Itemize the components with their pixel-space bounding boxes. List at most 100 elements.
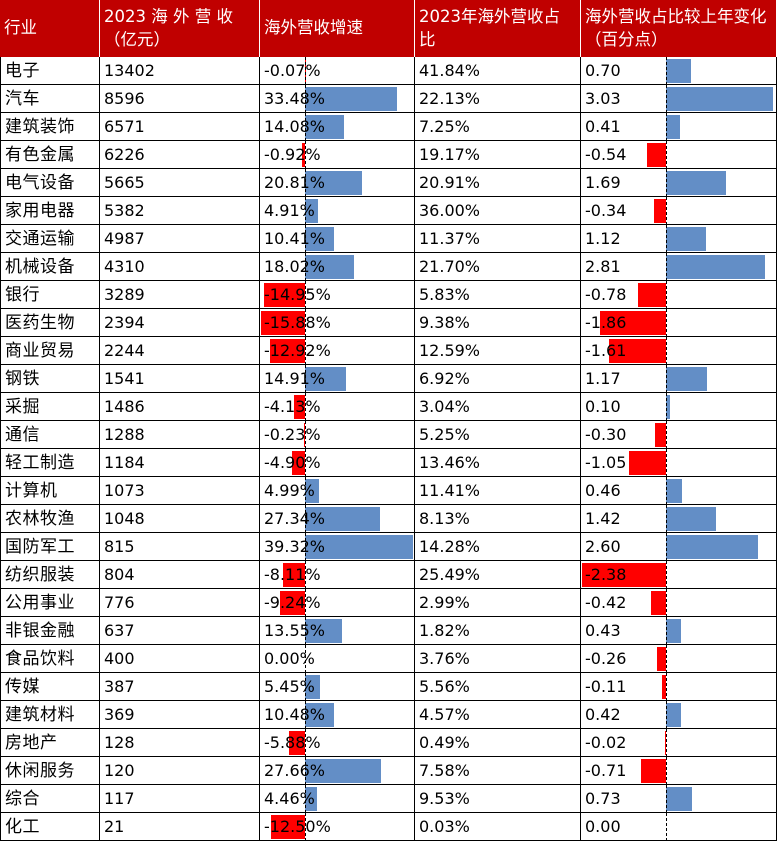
change-value: -0.78 — [585, 285, 627, 304]
industry-value: 休闲服务 — [5, 761, 75, 781]
growth-bar-axis — [305, 589, 306, 616]
industry-value: 传媒 — [5, 677, 40, 697]
change-value: 3.03 — [585, 89, 621, 108]
growth-value: -14.95% — [264, 285, 331, 304]
change-value: 0.43 — [585, 621, 621, 640]
share-cell: 25.49% — [415, 561, 581, 589]
industry-cell: 通信 — [0, 421, 100, 449]
growth-bar-axis — [305, 757, 306, 784]
growth-cell: 4.91% — [260, 197, 415, 225]
growth-value: 4.99% — [264, 481, 315, 500]
change-cell: -0.02 — [581, 729, 777, 757]
table-row: 休闲服务 120 27.66% 7.58% -0.71 — [0, 757, 777, 785]
growth-value: 13.55% — [264, 621, 326, 640]
growth-data-bar — [305, 703, 334, 727]
growth-cell: 33.48% — [260, 85, 415, 113]
revenue-value: 8596 — [104, 89, 145, 108]
industry-cell: 国防军工 — [0, 533, 100, 561]
growth-data-bar — [305, 171, 363, 195]
growth-cell: -5.88% — [260, 729, 415, 757]
growth-bar-axis — [305, 57, 306, 84]
change-cell: -0.78 — [581, 281, 777, 309]
share-value: 5.56% — [419, 677, 470, 696]
table-row: 食品饮料 400 0.00% 3.76% -0.26 — [0, 645, 777, 673]
revenue-value: 21 — [104, 817, 125, 836]
growth-value: -5.88% — [264, 733, 321, 752]
share-value: 13.46% — [419, 453, 481, 472]
share-cell: 12.59% — [415, 337, 581, 365]
growth-bar-axis — [305, 393, 306, 420]
share-cell: 13.46% — [415, 449, 581, 477]
table-row: 商业贸易 2244 -12.92% 12.59% -1.61 — [0, 337, 777, 365]
change-data-bar — [662, 675, 666, 699]
change-value: -0.54 — [585, 145, 627, 164]
growth-data-bar — [282, 563, 305, 587]
industry-cell: 食品饮料 — [0, 645, 100, 673]
industry-cell: 公用事业 — [0, 589, 100, 617]
table-row: 有色金属 6226 -0.92% 19.17% -0.54 — [0, 141, 777, 169]
growth-value: 20.81% — [264, 173, 326, 192]
change-data-bar — [665, 731, 666, 755]
share-cell: 1.82% — [415, 617, 581, 645]
change-cell: -1.05 — [581, 449, 777, 477]
industry-value: 银行 — [5, 285, 40, 305]
industry-cell: 商业贸易 — [0, 337, 100, 365]
change-cell: 0.00 — [581, 813, 777, 841]
growth-bar-axis — [305, 645, 306, 672]
revenue-value: 637 — [104, 621, 135, 640]
industry-value: 商业贸易 — [5, 341, 75, 361]
growth-bar-axis — [305, 673, 306, 700]
revenue-cell: 128 — [100, 729, 260, 757]
industry-value: 国防军工 — [5, 537, 75, 557]
industry-value: 轻工制造 — [5, 453, 75, 473]
share-cell: 14.28% — [415, 533, 581, 561]
share-value: 11.37% — [419, 229, 481, 248]
change-data-bar — [640, 759, 666, 783]
change-data-bar — [651, 591, 666, 615]
growth-cell: -14.95% — [260, 281, 415, 309]
industry-value: 钢铁 — [5, 369, 40, 389]
share-cell: 3.04% — [415, 393, 581, 421]
growth-bar-axis — [305, 253, 306, 280]
growth-value: -4.90% — [264, 453, 321, 472]
revenue-value: 5382 — [104, 201, 145, 220]
change-cell: -0.26 — [581, 645, 777, 673]
revenue-cell: 21 — [100, 813, 260, 841]
industry-value: 综合 — [5, 789, 40, 809]
industry-cell: 化工 — [0, 813, 100, 841]
change-cell: 0.10 — [581, 393, 777, 421]
growth-cell: -9.24% — [260, 589, 415, 617]
growth-bar-axis — [305, 85, 306, 112]
change-data-bar — [666, 619, 682, 643]
industry-cell: 医药生物 — [0, 309, 100, 337]
growth-value: 0.00% — [264, 649, 315, 668]
growth-cell: 27.34% — [260, 505, 415, 533]
revenue-cell: 2394 — [100, 309, 260, 337]
table-row: 通信 1288 -0.23% 5.25% -0.30 — [0, 421, 777, 449]
growth-data-bar — [305, 787, 318, 811]
industry-value: 机械设备 — [5, 257, 75, 277]
change-bar-axis — [666, 281, 667, 308]
growth-cell: -4.13% — [260, 393, 415, 421]
industry-value: 化工 — [5, 817, 40, 837]
change-bar-axis — [666, 589, 667, 616]
change-bar-axis — [666, 169, 667, 196]
change-cell: 0.46 — [581, 477, 777, 505]
share-cell: 4.57% — [415, 701, 581, 729]
share-cell: 9.53% — [415, 785, 581, 813]
change-value: 0.10 — [585, 397, 621, 416]
growth-value: 14.91% — [264, 369, 326, 388]
growth-value: -12.50% — [264, 817, 331, 836]
growth-value: -12.92% — [264, 341, 331, 360]
industry-value: 建筑装饰 — [5, 117, 75, 137]
growth-cell: 4.46% — [260, 785, 415, 813]
change-value: -0.34 — [585, 201, 627, 220]
share-cell: 22.13% — [415, 85, 581, 113]
industry-cell: 有色金属 — [0, 141, 100, 169]
revenue-cell: 2244 — [100, 337, 260, 365]
industry-cell: 钢铁 — [0, 365, 100, 393]
change-bar-axis — [666, 673, 667, 700]
industry-cell: 采掘 — [0, 393, 100, 421]
change-bar-axis — [666, 533, 667, 560]
change-cell: 0.42 — [581, 701, 777, 729]
